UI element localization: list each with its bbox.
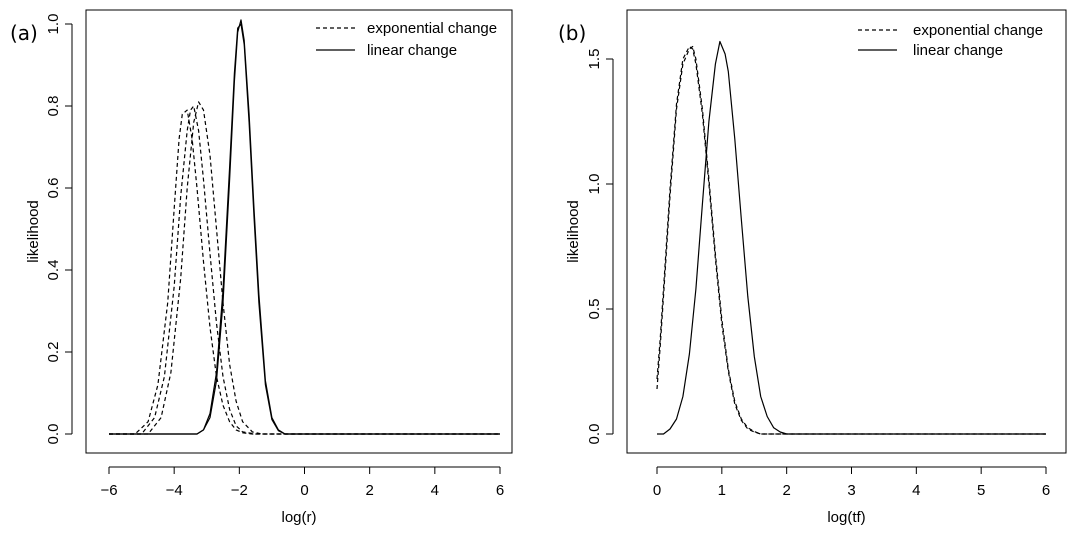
series-line-1 [656,45,1046,435]
legend-label: exponential change [913,22,1043,39]
x-tick-label: −6 [100,482,117,499]
x-tick-label: 4 [431,482,439,499]
series-line-2 [656,45,1046,435]
y-tick-label: 1.5 [586,49,603,70]
series-line-4 [109,19,500,435]
x-tick-label: 1 [718,482,726,499]
y-tick-label: 0.6 [45,178,62,199]
y-tick-label: 0.4 [45,260,62,281]
y-axis-label: likelihood [25,200,42,263]
x-tick-label: 3 [847,482,855,499]
x-tick-label: 0 [653,482,661,499]
series-line-2 [109,105,500,435]
y-tick-label: 0.0 [586,424,603,445]
series-line-3 [657,40,1046,435]
legend: exponential change linear change [858,22,1043,59]
x-tick-label: −2 [231,482,248,499]
y-tick-label: 0.2 [45,342,62,363]
panel-label: (a) [10,21,38,45]
x-tick-label: 2 [782,482,790,499]
plot-frame [626,9,1067,454]
x-tick-label: −4 [166,482,183,499]
y-tick-label: 0.0 [45,424,62,445]
plot-frame [85,9,513,454]
x-tick-label: 6 [496,482,504,499]
chart-panel-1: (a) −6 −4 −2 0 2 4 6 0.0 0.2 0.4 0.6 0.8 1.0 log(r) lik… [10,9,513,526]
chart-panel-2: (b) 0 1 2 3 4 5 6 0.0 0.5 1.0 1.5 log(tf) likelihood e… [558,9,1067,526]
x-axis-label: log(r) [281,509,316,526]
panel-label: (b) [558,21,586,45]
x-tick-label: 6 [1042,482,1050,499]
x-axis-label: log(tf) [827,509,865,526]
y-axis-label: likelihood [565,200,582,263]
y-tick-label: 1.0 [45,14,62,35]
y-tick-label: 0.5 [586,299,603,320]
x-tick-label: 0 [300,482,308,499]
x-tick-label: 2 [365,482,373,499]
legend-label: exponential change [367,20,497,37]
legend-label: linear change [913,42,1003,59]
series-line-5 [109,23,500,435]
y-tick-label: 1.0 [586,174,603,195]
x-tick-label: 5 [977,482,985,499]
legend: exponential change linear change [316,20,497,59]
x-tick-label: 4 [912,482,920,499]
y-tick-label: 0.8 [45,96,62,117]
legend-label: linear change [367,42,457,59]
series-line-3 [109,101,500,435]
